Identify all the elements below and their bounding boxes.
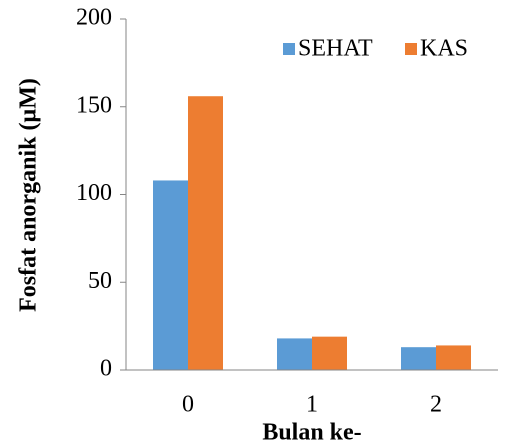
x-tick-label: 0 <box>182 392 194 418</box>
y-tick-label: 150 <box>76 92 112 118</box>
bar <box>312 336 347 370</box>
y-tick-label: 50 <box>88 268 112 294</box>
bar <box>277 338 312 370</box>
bar <box>401 347 436 370</box>
legend-label: KAS <box>420 36 468 62</box>
bar <box>436 345 471 370</box>
legend-label: SEHAT <box>298 36 373 62</box>
y-axis-label: Fosfat anorganik (µM) <box>16 78 42 312</box>
y-tick-label: 200 <box>76 5 112 31</box>
x-tick-label: 2 <box>430 392 442 418</box>
bar <box>188 96 223 370</box>
legend-swatch <box>405 43 417 55</box>
legend-swatch <box>283 43 295 55</box>
x-axis-label: Bulan ke- <box>262 420 361 446</box>
x-tick-label: 1 <box>306 392 318 418</box>
bar <box>153 180 188 370</box>
y-tick-label: 0 <box>100 356 112 382</box>
y-tick-label: 100 <box>76 180 112 206</box>
